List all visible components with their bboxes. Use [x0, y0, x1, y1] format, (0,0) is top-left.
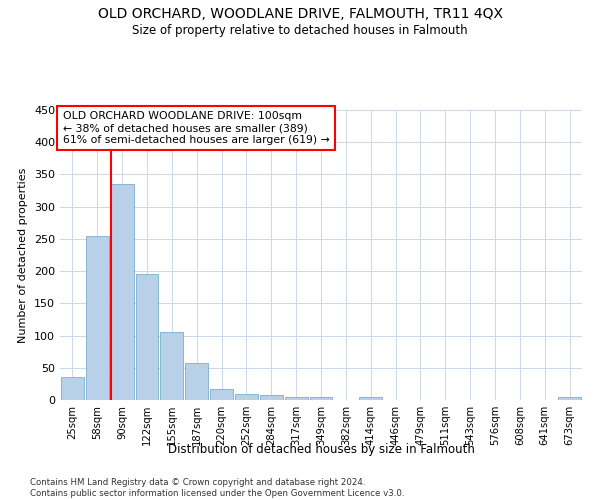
Bar — [310, 398, 332, 400]
Bar — [136, 274, 158, 400]
Bar — [558, 398, 581, 400]
Bar — [86, 236, 109, 400]
Bar — [185, 364, 208, 400]
Y-axis label: Number of detached properties: Number of detached properties — [19, 168, 28, 342]
Text: Size of property relative to detached houses in Falmouth: Size of property relative to detached ho… — [132, 24, 468, 37]
Bar — [285, 397, 308, 400]
Bar — [160, 332, 183, 400]
Bar — [210, 389, 233, 400]
Bar — [111, 184, 134, 400]
Text: OLD ORCHARD WOODLANE DRIVE: 100sqm
← 38% of detached houses are smaller (389)
61: OLD ORCHARD WOODLANE DRIVE: 100sqm ← 38%… — [62, 112, 329, 144]
Bar — [235, 394, 258, 400]
Bar — [260, 396, 283, 400]
Bar — [359, 398, 382, 400]
Text: Distribution of detached houses by size in Falmouth: Distribution of detached houses by size … — [167, 442, 475, 456]
Text: Contains HM Land Registry data © Crown copyright and database right 2024.
Contai: Contains HM Land Registry data © Crown c… — [30, 478, 404, 498]
Text: OLD ORCHARD, WOODLANE DRIVE, FALMOUTH, TR11 4QX: OLD ORCHARD, WOODLANE DRIVE, FALMOUTH, T… — [97, 8, 503, 22]
Bar — [61, 378, 84, 400]
